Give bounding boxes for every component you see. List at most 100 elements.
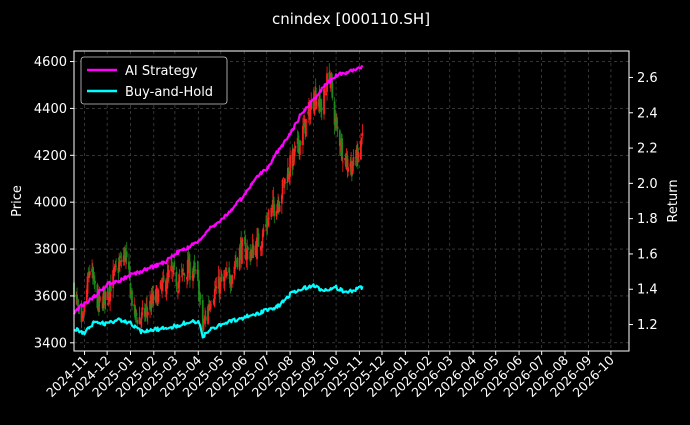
candle-body bbox=[115, 265, 118, 267]
candle-body bbox=[88, 271, 91, 276]
candle-body bbox=[112, 270, 115, 289]
legend-label-ai-strategy: AI Strategy bbox=[125, 64, 198, 79]
candle-body bbox=[238, 247, 241, 270]
candle-body bbox=[275, 211, 278, 217]
candle-body bbox=[109, 285, 112, 302]
candle-body bbox=[280, 195, 283, 204]
series-line-buy-and-hold bbox=[73, 283, 364, 339]
candle-body bbox=[270, 207, 273, 217]
candle-body bbox=[162, 275, 165, 282]
candle-body bbox=[166, 272, 169, 289]
candle-body bbox=[82, 312, 84, 319]
candle-body bbox=[361, 132, 364, 136]
y-tick-label: 4200 bbox=[34, 149, 67, 164]
candle-body bbox=[335, 120, 338, 124]
candle-body bbox=[276, 204, 279, 214]
candle-body bbox=[234, 264, 237, 266]
candle-body bbox=[198, 280, 200, 302]
candle-body bbox=[202, 325, 205, 331]
candle-body bbox=[305, 118, 307, 137]
candle-body bbox=[124, 247, 127, 261]
candle-body bbox=[204, 316, 207, 321]
legend: AI Strategy Buy-and-Hold bbox=[80, 56, 228, 105]
y-tick-label: 3800 bbox=[34, 243, 67, 258]
candle-body bbox=[228, 274, 231, 284]
candle-body bbox=[107, 294, 110, 301]
candle-body bbox=[128, 265, 131, 280]
candle-body bbox=[155, 288, 158, 293]
candle-body bbox=[141, 307, 144, 310]
candle-body bbox=[338, 130, 341, 146]
candle-body bbox=[244, 237, 246, 244]
candle-body bbox=[287, 171, 290, 175]
candle-body bbox=[144, 310, 147, 315]
candle-body bbox=[189, 261, 191, 280]
candle-body bbox=[98, 296, 101, 303]
legend-box bbox=[80, 56, 228, 105]
candle-body bbox=[267, 218, 270, 226]
candle-body bbox=[131, 290, 133, 306]
candle-body bbox=[207, 306, 209, 324]
candle-body bbox=[283, 184, 286, 186]
candle-body bbox=[294, 145, 297, 149]
candle-body bbox=[360, 140, 362, 160]
candle-body bbox=[320, 102, 322, 113]
series-layer bbox=[73, 65, 364, 339]
candle-body bbox=[203, 318, 206, 323]
candle-body bbox=[324, 91, 327, 93]
candle-body bbox=[262, 229, 264, 238]
candle-body bbox=[352, 157, 355, 166]
candle-body bbox=[173, 262, 176, 268]
candle-body bbox=[82, 314, 85, 316]
candle-body bbox=[194, 269, 197, 271]
candle-body bbox=[235, 261, 237, 263]
candle-body bbox=[114, 264, 117, 266]
candle-body bbox=[128, 261, 130, 270]
candle-body bbox=[152, 293, 154, 304]
y2-tick-label: 2.2 bbox=[637, 142, 658, 157]
candle-body bbox=[181, 268, 184, 274]
y-axis-right: 1.2 1.4 1.6 1.8 2.0 2.2 2.4 2.6 bbox=[629, 71, 658, 333]
candle-body bbox=[236, 257, 239, 268]
candle-body bbox=[257, 233, 260, 247]
candle-body bbox=[120, 259, 123, 263]
candle-body bbox=[118, 262, 121, 270]
candle-body bbox=[175, 271, 178, 287]
y-tick-label: 4600 bbox=[34, 55, 67, 70]
candle-body bbox=[313, 107, 316, 112]
candle-body bbox=[136, 320, 139, 324]
candle-body bbox=[228, 267, 231, 273]
candle-body bbox=[233, 266, 236, 274]
y-tick-label: 4000 bbox=[34, 196, 67, 211]
candle-body bbox=[230, 281, 233, 287]
candle-body bbox=[310, 101, 313, 110]
candle-body bbox=[272, 196, 275, 207]
candle-body bbox=[312, 99, 315, 109]
candle-body bbox=[246, 249, 249, 260]
candle-body bbox=[241, 240, 243, 264]
candle-body bbox=[256, 237, 258, 260]
y2-tick-label: 2.4 bbox=[637, 106, 658, 121]
candle-body bbox=[146, 311, 149, 316]
candle-body bbox=[273, 204, 276, 216]
candle-body bbox=[355, 155, 358, 160]
candle-body bbox=[87, 272, 90, 276]
candle-body bbox=[159, 281, 162, 289]
candle-body bbox=[85, 289, 88, 304]
candle-body bbox=[102, 293, 105, 309]
candle-body bbox=[346, 155, 349, 168]
candle-body bbox=[315, 100, 318, 109]
candle-body bbox=[177, 291, 179, 293]
candle-body bbox=[139, 318, 142, 321]
candle-body bbox=[323, 92, 326, 94]
candle-body bbox=[104, 291, 107, 301]
candle-body bbox=[83, 303, 86, 312]
candle-body bbox=[331, 80, 334, 98]
candle-body bbox=[182, 269, 185, 272]
candle-body bbox=[268, 217, 270, 219]
candle-body bbox=[76, 301, 79, 303]
candle-body bbox=[302, 126, 304, 145]
candle-body bbox=[94, 281, 96, 284]
candle-body bbox=[299, 141, 301, 155]
